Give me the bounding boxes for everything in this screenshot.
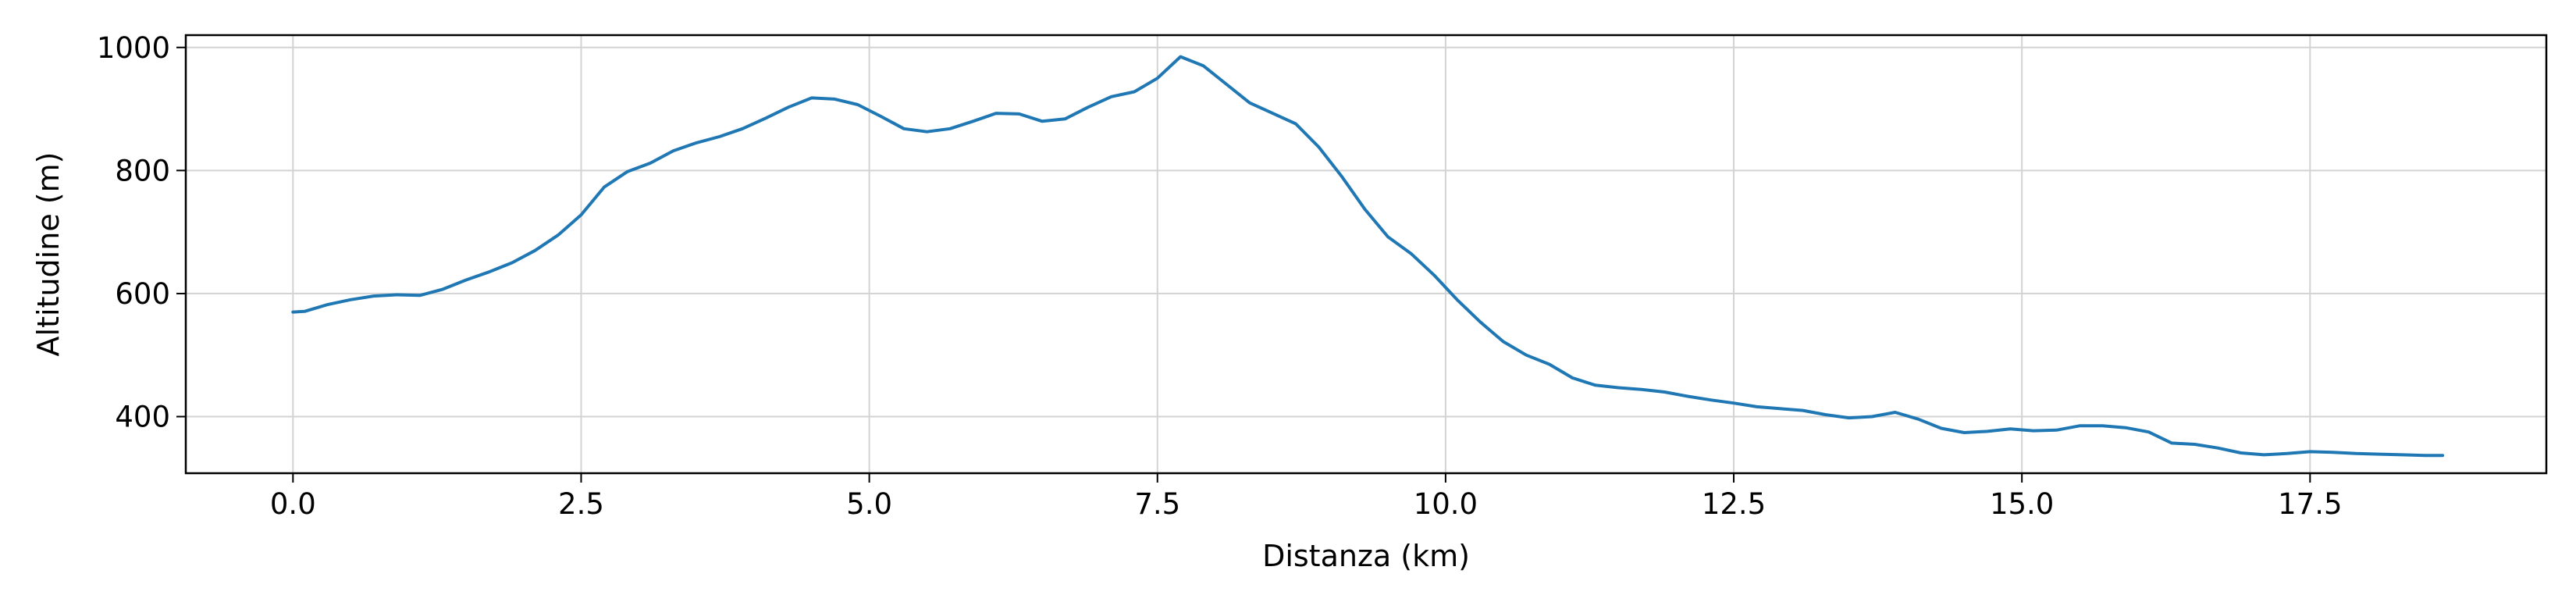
x-tick-label: 2.5 (558, 487, 604, 521)
series-layer (291, 55, 2445, 458)
elevation-line (291, 55, 2445, 458)
x-tick-label: 0.0 (270, 487, 316, 521)
x-tick-label: 12.5 (1702, 487, 1766, 521)
x-tick-label: 15.0 (1990, 487, 2054, 521)
x-tick-label: 5.0 (846, 487, 892, 521)
y-tick-label: 1000 (97, 31, 170, 65)
y-tick-label: 600 (115, 277, 170, 311)
grid-lines (186, 35, 2546, 473)
y-tick-label: 800 (115, 154, 170, 187)
x-axis-label: Distanza (km) (1262, 539, 1470, 573)
y-tick-label: 400 (115, 401, 170, 434)
x-axis-ticks: 0.0 2.5 5.0 7.5 10.0 12.5 15.0 17.5 (270, 473, 2343, 521)
x-tick-label: 7.5 (1134, 487, 1180, 521)
plot-frame (184, 34, 2548, 475)
y-axis-label: Altitudine (m) (31, 152, 66, 357)
x-tick-label: 10.0 (1414, 487, 1478, 521)
x-tick-label: 17.5 (2278, 487, 2342, 521)
y-axis-ticks: 400 600 800 1000 (97, 31, 186, 434)
